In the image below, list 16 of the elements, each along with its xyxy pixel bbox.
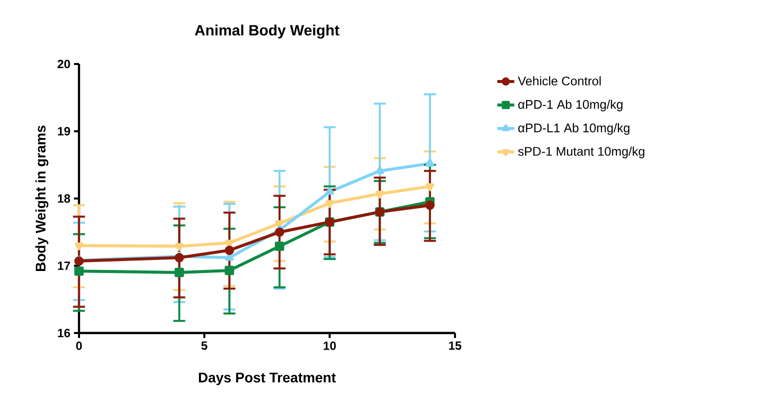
legend-label: sPD-1 Mutant 10mg/kg	[518, 146, 644, 158]
x-axis-title: Days Post Treatment	[198, 372, 336, 386]
y-axis-title: Body Weight in grams	[35, 126, 48, 272]
x-tick-label: 10	[324, 342, 336, 350]
y-tick-label: 18	[58, 194, 70, 203]
y-tick-label: 17	[58, 262, 70, 270]
y-tick-label: 19	[58, 127, 70, 136]
legend-label: αPD-1 Ab 10mg/kg	[518, 100, 622, 112]
y-tick-label: 16	[58, 328, 70, 338]
legend-label: αPD-L1 Ab 10mg/kg	[518, 123, 630, 135]
x-tick-label: 15	[449, 342, 462, 350]
chart-title: Animal Body Weight	[194, 24, 340, 39]
y-tick-label: 20	[58, 60, 70, 68]
x-tick-label: 0	[76, 342, 82, 350]
legend-label: Vehicle Control	[518, 76, 601, 86]
x-tick-label: 5	[201, 342, 208, 350]
